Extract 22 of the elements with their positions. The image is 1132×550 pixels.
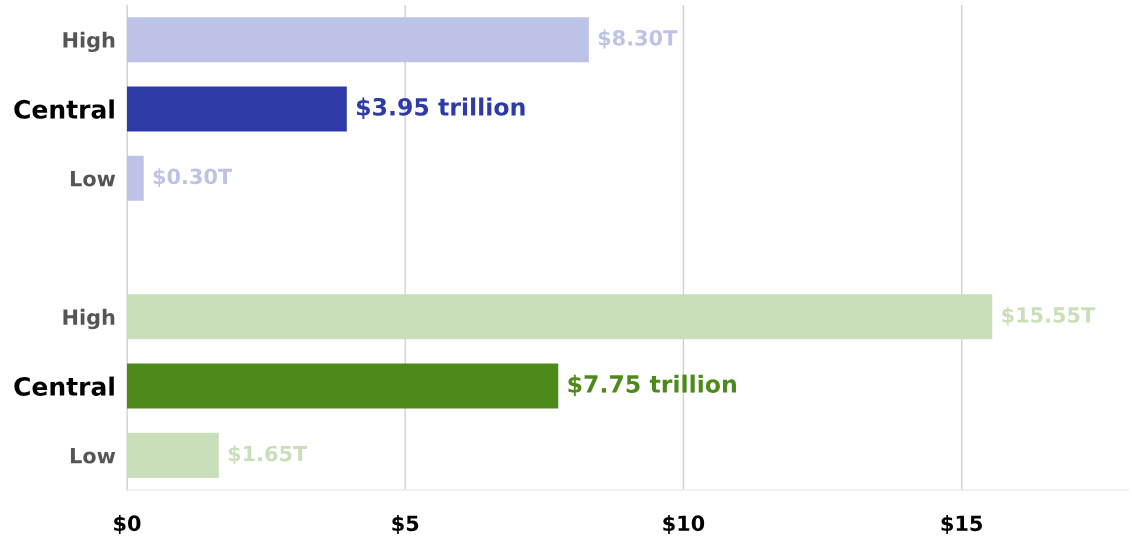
x-tick-label: $0 bbox=[114, 515, 141, 534]
data-label: $15.55T bbox=[1002, 306, 1096, 326]
y-tick-label: Low bbox=[70, 170, 116, 187]
data-label: $0.30T bbox=[153, 168, 233, 188]
bar bbox=[127, 363, 559, 409]
y-tick-label: Low bbox=[70, 448, 116, 464]
x-tick-label: $10 bbox=[663, 515, 705, 534]
y-tick-label: High bbox=[63, 308, 115, 330]
y-tick-label: Central bbox=[14, 376, 114, 396]
bar bbox=[127, 86, 347, 132]
bar bbox=[127, 432, 219, 478]
data-label: $1.65T bbox=[228, 445, 308, 465]
y-tick-label: Central bbox=[14, 99, 114, 119]
x-tick-label: $5 bbox=[392, 515, 419, 534]
data-label: $3.95 trillion bbox=[356, 97, 525, 119]
data-label: $8.30T bbox=[598, 29, 678, 49]
y-tick-label: High bbox=[63, 31, 115, 53]
bar bbox=[127, 17, 589, 63]
bar bbox=[127, 155, 144, 201]
data-label: $7.75 trillion bbox=[568, 374, 736, 397]
x-tick-label: $15 bbox=[941, 515, 982, 534]
bar bbox=[127, 294, 993, 340]
